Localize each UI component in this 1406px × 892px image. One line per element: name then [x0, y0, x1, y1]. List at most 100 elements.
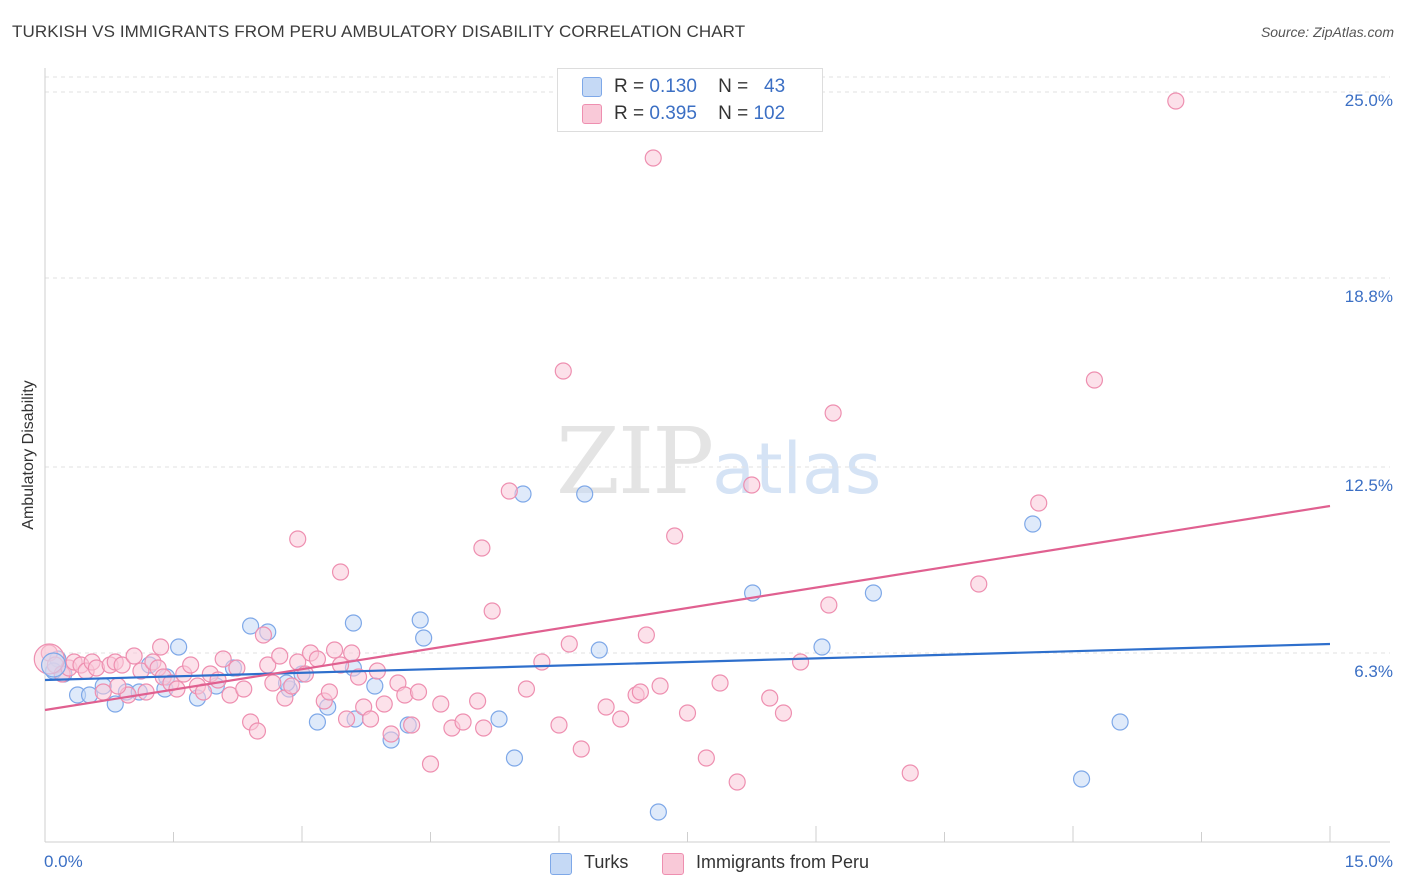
- point-peru-93: [554, 362, 572, 380]
- point-peru-97: [473, 539, 491, 557]
- point-peru-57: [403, 716, 421, 734]
- chart-title: TURKISH VS IMMIGRANTS FROM PERU AMBULATO…: [12, 22, 746, 41]
- point-turks-22: [344, 614, 362, 632]
- point-peru-14: [125, 647, 143, 665]
- legend-swatch-turks: [582, 77, 602, 97]
- point-peru-86: [820, 596, 838, 614]
- point-turks-30: [490, 710, 508, 728]
- point-peru-90: [1030, 494, 1048, 512]
- point-turks-24: [366, 677, 384, 695]
- point-peru-67: [517, 680, 536, 698]
- point-peru-78: [678, 704, 697, 722]
- bottom-legend-label-turks: Turks: [584, 852, 629, 872]
- legend-n-value: 43: [764, 76, 786, 97]
- point-peru-77: [666, 527, 684, 545]
- point-peru-80: [711, 674, 729, 692]
- point-peru-99: [152, 638, 170, 656]
- bottom-legend-swatch-peru: [662, 853, 684, 875]
- point-peru-45: [325, 641, 344, 659]
- legend-r-value: 0.395: [649, 103, 697, 124]
- watermark-atlas: atlas: [712, 428, 882, 510]
- point-peru-66: [500, 482, 518, 500]
- point-peru-38: [283, 677, 301, 695]
- point-turks-33: [576, 485, 594, 503]
- point-peru-81: [728, 773, 746, 791]
- legend-n-label: N =: [718, 76, 749, 97]
- point-turks-cluster: [40, 652, 67, 678]
- point-peru-42: [308, 650, 327, 668]
- point-peru-28: [214, 650, 232, 668]
- y-axis-label: Ambulatory Disability: [20, 380, 37, 530]
- bottom-legend-swatch-turks: [550, 853, 572, 875]
- point-turks-20: [308, 713, 327, 731]
- legend-n-value: 102: [753, 103, 786, 124]
- point-turks-28: [411, 611, 429, 629]
- point-turks-15: [242, 617, 260, 635]
- point-turks-37: [813, 638, 831, 656]
- point-peru-59: [421, 755, 440, 773]
- point-peru-33: [248, 722, 267, 740]
- point-peru-84: [774, 704, 793, 722]
- point-peru-89: [970, 575, 988, 593]
- point-turks-35: [649, 803, 667, 821]
- point-peru-76: [651, 677, 669, 695]
- point-peru-92: [1167, 92, 1185, 110]
- point-peru-98: [631, 683, 649, 701]
- point-peru-9: [94, 683, 112, 701]
- point-peru-54: [382, 725, 400, 743]
- point-peru-60: [432, 695, 450, 713]
- point-turks-38: [864, 584, 882, 602]
- legend-n-label: N =: [718, 103, 749, 124]
- point-peru-51: [361, 710, 380, 728]
- point-peru-95: [289, 530, 307, 548]
- point-peru-23: [182, 656, 200, 674]
- point-peru-70: [560, 635, 578, 653]
- point-turks-31: [505, 749, 524, 767]
- point-peru-44: [320, 683, 339, 701]
- point-turks-11: [170, 638, 188, 656]
- point-peru-69: [550, 716, 568, 734]
- point-peru-88: [901, 764, 919, 782]
- point-peru-36: [271, 647, 289, 665]
- y-tick-label-2: 18.8%: [1344, 287, 1393, 306]
- point-peru-83: [761, 689, 779, 707]
- point-peru-63: [469, 692, 487, 710]
- point-peru-82: [743, 476, 761, 494]
- point-peru-100: [109, 677, 127, 695]
- legend-r-value: 0.130: [649, 76, 697, 97]
- y-tick-label-0: 6.3%: [1354, 662, 1393, 681]
- x-tick-label-min: 0.0%: [44, 852, 83, 871]
- point-peru-35: [264, 674, 282, 692]
- point-peru-31: [235, 680, 253, 698]
- trendline-turks: [44, 642, 1331, 682]
- point-peru-65: [483, 602, 501, 620]
- legend-swatch-peru: [582, 104, 602, 124]
- point-peru-12: [113, 656, 131, 674]
- point-peru-71: [572, 740, 590, 758]
- legend-r-label: R =: [614, 103, 645, 124]
- point-peru-58: [409, 683, 428, 701]
- x-tick-label-max: 15.0%: [1344, 852, 1393, 871]
- point-peru-49: [349, 668, 368, 686]
- point-peru-30: [228, 659, 246, 677]
- point-turks-40: [1072, 770, 1091, 788]
- legend-r-label: R =: [614, 76, 645, 97]
- point-peru-62: [454, 713, 472, 731]
- point-peru-94: [644, 149, 662, 167]
- point-peru-68: [533, 653, 551, 671]
- point-peru-87: [824, 404, 842, 422]
- point-peru-75: [637, 626, 655, 644]
- point-peru-85: [791, 653, 810, 671]
- point-peru-64: [475, 719, 493, 737]
- point-peru-15: [132, 662, 150, 680]
- point-peru-79: [697, 749, 715, 767]
- point-peru-96: [331, 563, 350, 581]
- point-turks-39: [1024, 515, 1042, 533]
- point-peru-101: [254, 626, 273, 644]
- point-peru-47: [337, 710, 356, 728]
- y-tick-label-3: 25.0%: [1344, 91, 1393, 110]
- point-turks-41: [1111, 713, 1129, 731]
- source-label: Source: ZipAtlas.com: [1260, 24, 1394, 40]
- point-peru-53: [375, 695, 393, 713]
- correlation-legend: R = 0.130 N = 43 R = 0.395 N = 102: [557, 68, 823, 132]
